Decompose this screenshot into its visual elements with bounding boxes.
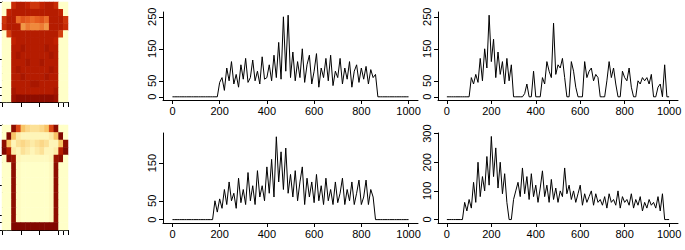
svg-text:0: 0	[146, 94, 158, 100]
svg-text:600: 600	[571, 105, 589, 117]
svg-text:0: 0	[444, 105, 450, 117]
svg-text:1000: 1000	[396, 228, 420, 240]
svg-text:400: 400	[527, 105, 545, 117]
svg-text:0: 0	[169, 228, 175, 240]
svg-text:150: 150	[146, 154, 158, 172]
svg-text:1000: 1000	[396, 105, 420, 117]
svg-text:800: 800	[352, 105, 370, 117]
svg-text:600: 600	[305, 105, 323, 117]
svg-text:0: 0	[169, 105, 175, 117]
svg-text:400: 400	[258, 105, 276, 117]
svg-text:600: 600	[571, 228, 589, 240]
svg-text:400: 400	[258, 228, 276, 240]
svg-text:250: 250	[146, 8, 158, 26]
svg-text:800: 800	[352, 228, 370, 240]
svg-text:200: 200	[482, 228, 500, 240]
svg-text:50: 50	[146, 195, 158, 207]
svg-text:150: 150	[421, 40, 433, 58]
svg-text:0: 0	[146, 217, 158, 223]
svg-text:50: 50	[146, 75, 158, 87]
svg-text:200: 200	[210, 228, 228, 240]
svg-text:0: 0	[421, 216, 433, 222]
svg-text:0: 0	[444, 228, 450, 240]
svg-text:200: 200	[482, 105, 500, 117]
svg-text:150: 150	[146, 40, 158, 58]
svg-text:50: 50	[421, 75, 433, 87]
svg-text:1000: 1000	[657, 105, 681, 117]
svg-text:800: 800	[615, 228, 633, 240]
svg-text:1000: 1000	[657, 228, 681, 240]
svg-text:200: 200	[210, 105, 228, 117]
svg-text:800: 800	[615, 105, 633, 117]
svg-text:600: 600	[305, 228, 323, 240]
svg-text:250: 250	[421, 8, 433, 26]
svg-text:100: 100	[421, 182, 433, 200]
svg-text:0: 0	[421, 94, 433, 100]
svg-text:300: 300	[421, 124, 433, 142]
svg-text:400: 400	[527, 228, 545, 240]
svg-text:200: 200	[421, 153, 433, 171]
